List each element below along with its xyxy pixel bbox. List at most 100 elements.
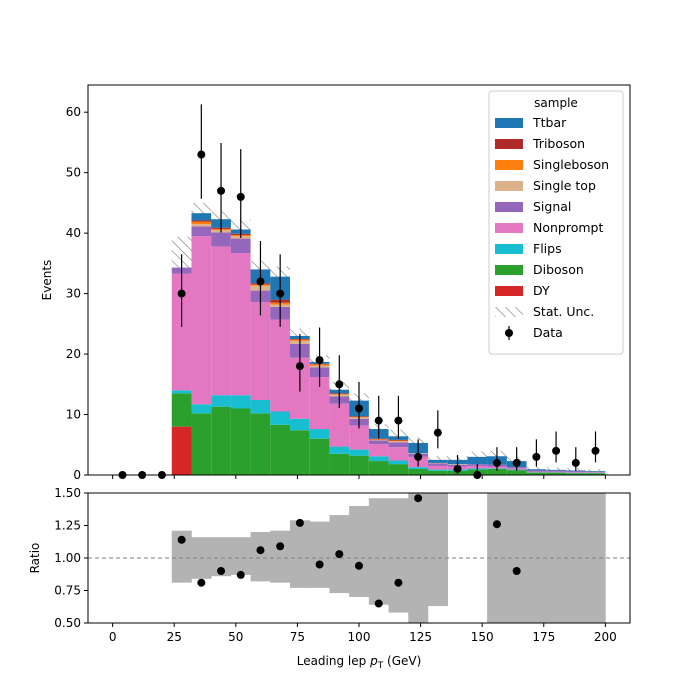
data-point (433, 428, 442, 437)
ratio-band-bin (230, 537, 251, 575)
legend-swatch-nonprompt (495, 223, 523, 233)
bar-nonprompt (270, 319, 291, 412)
main-panel: 0 10 20 30 40 50 60 Events sample Ttbar Triboson… (40, 84, 631, 482)
bar-singleboson (388, 440, 409, 442)
legend-label-diboson: Diboson (533, 262, 584, 277)
data-point (512, 458, 521, 467)
ratio-x-tick-label: 0 (109, 630, 117, 644)
legend-label-data: Data (533, 325, 563, 340)
main-y-ticks: 0 10 20 30 40 50 60 (66, 105, 88, 482)
ratio-point (512, 567, 521, 575)
ratio-band-bin (250, 532, 271, 582)
bar-diboson (230, 408, 251, 475)
ratio-point (374, 599, 383, 608)
main-y-tick-label: 40 (66, 226, 81, 240)
data-point (571, 458, 580, 467)
ratio-y-ticks: 0.50 0.75 1.00 1.25 1.50 (54, 486, 88, 630)
data-point (591, 446, 600, 455)
bar-triboson (368, 438, 389, 440)
bar-nonprompt (427, 465, 448, 470)
legend-swatch-signal (495, 202, 523, 212)
ratio-y-axis-label: Ratio (28, 543, 42, 574)
bar-nonprompt (309, 377, 330, 430)
legend-swatch-dy (495, 286, 523, 296)
bar-nonprompt (349, 425, 369, 450)
bar-diboson (309, 438, 330, 475)
ratio-band-bin (427, 493, 448, 607)
main-y-tick-label: 20 (66, 347, 81, 361)
bar-signal (565, 471, 586, 473)
ratio-x-tick-label: 200 (594, 630, 617, 644)
main-y-tick-label: 0 (73, 468, 81, 482)
ratio-point (414, 494, 423, 503)
data-point (453, 464, 462, 473)
ratio-band-bin (368, 498, 389, 605)
bar-flips (270, 411, 291, 425)
bar-nonprompt (211, 246, 231, 396)
bar-diboson (171, 393, 192, 427)
ratio-point (177, 535, 186, 544)
bar-flips (427, 469, 448, 471)
bar-single-top (191, 224, 212, 227)
ratio-x-tick-label: 100 (348, 630, 371, 644)
bar-ttbar (526, 469, 547, 471)
legend-label-flips: Flips (533, 241, 562, 256)
data-point (394, 416, 403, 425)
data-point (217, 186, 226, 195)
legend-swatch-triboson (495, 139, 523, 149)
bar-nonprompt (526, 471, 547, 473)
legend-label-stat-unc: Stat. Unc. (533, 304, 594, 319)
legend-swatch-stat-unc (495, 307, 523, 317)
bar-diboson (368, 461, 389, 475)
bar-nonprompt (250, 302, 271, 401)
ratio-points (177, 494, 521, 608)
bar-nonprompt (230, 253, 251, 396)
bar-signal (211, 232, 231, 247)
bar-nonprompt (388, 447, 409, 461)
ratio-band-bin (270, 530, 291, 583)
bar-nonprompt (329, 403, 350, 447)
bar-flips (290, 418, 310, 431)
legend: sample Ttbar Triboson Singleboson Single top… (488, 90, 624, 355)
data-point (335, 380, 344, 389)
bar-singleboson (368, 439, 389, 440)
ratio-y-tick-label: 1.25 (54, 519, 81, 533)
data-point (295, 362, 304, 371)
bar-single-top (388, 441, 409, 443)
ratio-point (276, 542, 285, 551)
bar-diboson (487, 468, 507, 475)
bar-signal (230, 238, 251, 254)
data-point (355, 404, 363, 413)
data-point (236, 192, 245, 201)
bar-signal (526, 470, 547, 472)
legend-label-ttbar: Ttbar (532, 115, 567, 130)
main-x-ticks (112, 475, 606, 479)
legend-title: sample (534, 96, 578, 110)
legend-label-singleboson: Singleboson (533, 157, 609, 172)
bar-diboson (408, 468, 428, 475)
ratio-x-tick-label: 75 (290, 630, 305, 644)
bar-diboson (546, 472, 566, 475)
bar-nonprompt (191, 236, 212, 405)
bar-flips (309, 429, 330, 439)
bar-flips (230, 395, 251, 409)
main-y-axis-label: Events (40, 260, 54, 301)
data-point (315, 356, 324, 365)
ratio-point (394, 578, 403, 587)
ratio-band-bin (309, 521, 330, 588)
legend-data-marker (505, 329, 513, 337)
bar-diboson (506, 470, 527, 475)
main-y-tick-label: 50 (66, 166, 81, 180)
bar-diboson (329, 453, 350, 475)
legend-swatch-diboson (495, 265, 523, 275)
bar-signal (427, 463, 448, 466)
bar-signal (546, 470, 566, 472)
bar-flips (408, 467, 428, 469)
ratio-point (217, 567, 226, 575)
legend-swatch-single-top (495, 181, 523, 191)
data-point (197, 150, 206, 159)
bar-diboson (270, 424, 291, 475)
main-y-tick-label: 30 (66, 287, 81, 301)
ratio-point (295, 518, 304, 527)
